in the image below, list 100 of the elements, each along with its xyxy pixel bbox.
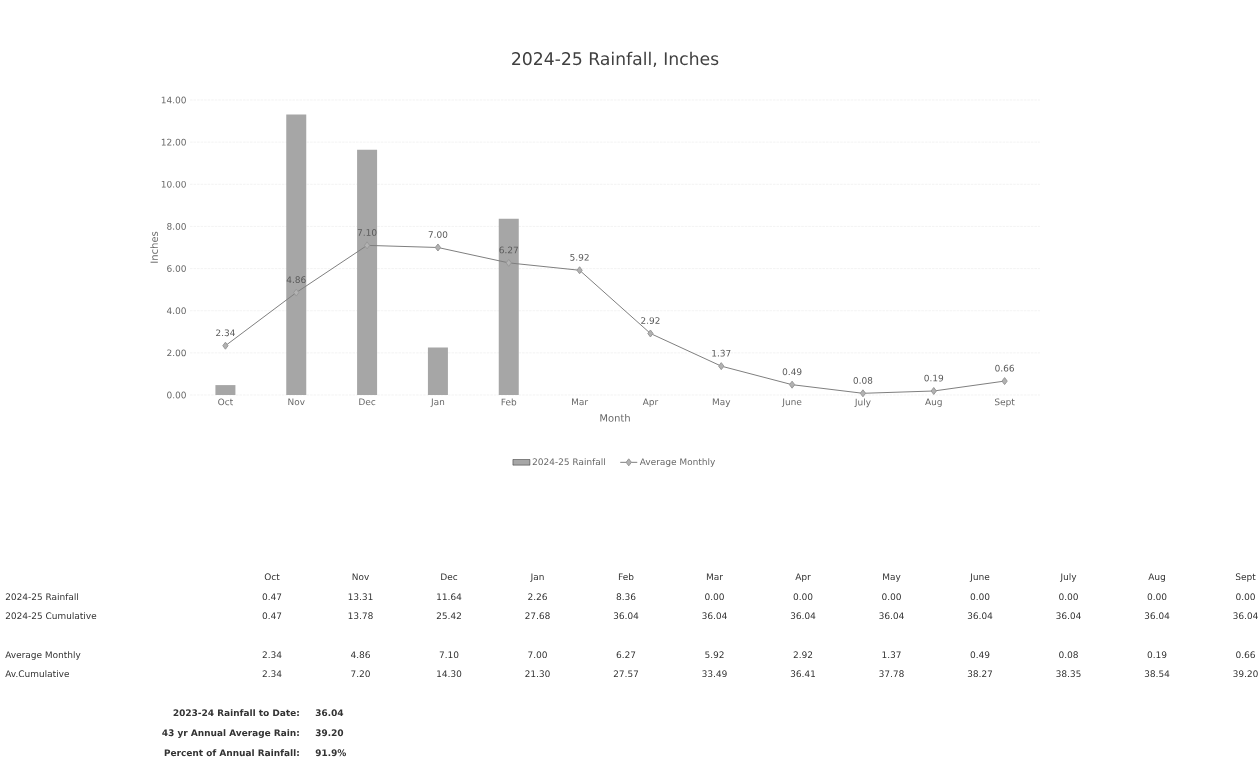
- category-label: Nov: [352, 573, 369, 581]
- data-label: 0.66: [995, 364, 1015, 372]
- point: [788, 380, 796, 389]
- data-label: 0.00: [793, 593, 813, 601]
- data-label: 36.41: [790, 670, 816, 678]
- data-label: 36.04: [1144, 612, 1170, 620]
- x-tick-label: Mar: [572, 398, 589, 406]
- x-tick-label: Jan: [430, 398, 445, 407]
- x-tick-label: May: [712, 398, 731, 407]
- y-tick-label: 8.00: [167, 223, 186, 230]
- x-tick-label: Aug: [925, 398, 942, 407]
- data-label: 6.27: [499, 246, 518, 254]
- category-label: Apr: [795, 573, 811, 582]
- text: Percent of Annual Rainfall:: [164, 749, 299, 757]
- data-label: 36.04: [702, 612, 727, 620]
- point: [505, 258, 512, 267]
- data-label: 0.49: [782, 368, 802, 376]
- y-tick-label: 14.00: [161, 96, 186, 104]
- x-tick-label: Nov: [288, 398, 305, 406]
- data-label: 5.92: [570, 253, 589, 261]
- data-label: 27.68: [525, 612, 550, 620]
- data-label: 33.49: [702, 670, 727, 678]
- legend-label: Average Monthly: [639, 458, 716, 467]
- y-axis-title: Inches: [150, 231, 158, 263]
- x-axis-title: Month: [600, 414, 630, 422]
- data-label: 11.64: [437, 593, 462, 601]
- x-tick-label: Dec: [359, 398, 376, 406]
- data-label: 38.54: [1144, 670, 1170, 678]
- data-label: 6.27: [616, 651, 636, 659]
- category-label: Mar: [706, 573, 723, 581]
- data-label: 0.47: [262, 593, 282, 601]
- point: [647, 329, 654, 338]
- x-tick-label: Apr: [642, 398, 659, 407]
- data-label: 7.00: [528, 651, 547, 659]
- data-label: 2.26: [528, 593, 547, 601]
- data-label: 2.92: [641, 317, 660, 324]
- data-label: 0.47: [262, 612, 282, 620]
- text: 36.04: [315, 709, 344, 717]
- data-label: 7.00: [428, 231, 448, 238]
- data-label: 13.78: [348, 612, 373, 620]
- data-label: 4.86: [350, 651, 370, 659]
- point: [1001, 377, 1008, 386]
- text: Av.Cumulative: [5, 670, 69, 678]
- point: [363, 241, 371, 250]
- data-label: 14.30: [437, 670, 462, 678]
- data-label: 27.57: [613, 670, 639, 678]
- data-label: 38.27: [967, 670, 993, 678]
- data-label: 7.20: [351, 670, 370, 678]
- category-label: Oct: [264, 573, 280, 581]
- data-label: 0.00: [1059, 593, 1078, 601]
- y-tick-label: 0.00: [167, 391, 186, 399]
- chart-title: 2024-25 Rainfall, Inches: [512, 51, 719, 67]
- data-label: 0.00: [705, 593, 724, 601]
- data-label: 7.10: [357, 229, 377, 236]
- data-label: 13.31: [348, 593, 373, 601]
- x-tick-label: Sept: [994, 398, 1015, 408]
- point: [576, 266, 583, 275]
- point: [718, 362, 725, 371]
- data-label: 4.86: [286, 276, 306, 284]
- data-label: 36.04: [1056, 612, 1081, 620]
- data-label: 38.35: [1056, 670, 1081, 678]
- category-label: Sept: [1235, 573, 1256, 582]
- data-label: 36.04: [613, 612, 639, 620]
- data-label: 0.08: [1059, 651, 1078, 659]
- data-label: 0.19: [1147, 651, 1167, 659]
- point: [293, 288, 300, 297]
- text: 2024-25 Rainfall: [5, 593, 79, 601]
- data-label: 7.10: [439, 651, 459, 659]
- text: 2023-24 Rainfall to Date:: [173, 709, 299, 717]
- point: [930, 386, 937, 395]
- data-label: 5.92: [705, 651, 724, 659]
- data-label: 0.08: [853, 377, 873, 384]
- data-label: 2.92: [793, 651, 813, 659]
- data-label: 36.04: [967, 612, 993, 620]
- data-label: 0.00: [970, 593, 990, 601]
- data-label: 0.00: [882, 593, 901, 601]
- x-tick-label: July: [854, 398, 871, 408]
- text: 91.9%: [315, 749, 347, 757]
- data-label: 36.04: [1233, 612, 1258, 620]
- category-label: Jan: [530, 573, 544, 582]
- data-label: 2.34: [262, 670, 282, 678]
- data-label: 21.30: [525, 670, 550, 678]
- text: Average Monthly: [5, 651, 81, 660]
- y-tick-label: 6.00: [167, 265, 186, 272]
- data-label: 0.00: [1147, 593, 1167, 601]
- x-tick-label: Feb: [501, 398, 517, 406]
- category-label: Feb: [618, 573, 634, 581]
- data-label: 1.37: [712, 349, 731, 357]
- data-label: 25.42: [436, 612, 461, 620]
- data-label: 1.37: [882, 651, 901, 659]
- y-tick-label: 12.00: [161, 138, 186, 146]
- x-tick-label: Oct: [218, 398, 233, 406]
- data-label: 0.49: [970, 651, 990, 659]
- data-label: 36.04: [790, 612, 816, 620]
- category-label: Dec: [441, 573, 458, 581]
- category-label: Aug: [1148, 573, 1165, 582]
- category-label: July: [1059, 573, 1077, 582]
- data-label: 36.04: [879, 612, 904, 620]
- data-label: 39.20: [1233, 670, 1258, 678]
- data-label: 2.34: [262, 651, 282, 659]
